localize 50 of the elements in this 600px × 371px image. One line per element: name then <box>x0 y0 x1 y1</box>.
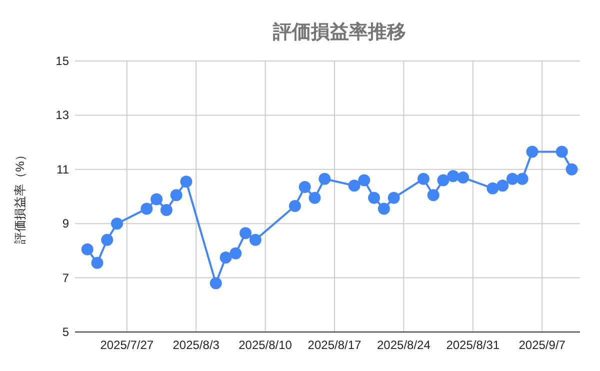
point <box>318 172 331 185</box>
point <box>91 256 104 269</box>
x-tick-label: 2025/7/27 <box>100 338 154 352</box>
point <box>249 234 262 246</box>
point <box>457 172 470 184</box>
y-axis-title: 評価損益率（%） <box>13 149 27 244</box>
point <box>486 182 499 194</box>
point <box>348 180 360 192</box>
point <box>378 202 390 215</box>
x-tick-label: 2025/8/3 <box>172 338 220 352</box>
point <box>516 172 528 185</box>
y-tick-label: 13 <box>56 108 70 122</box>
point <box>526 146 538 158</box>
point <box>288 200 301 212</box>
point <box>566 163 578 176</box>
x-tick-label: 2025/8/17 <box>308 338 362 352</box>
point <box>160 204 172 216</box>
point <box>111 218 124 230</box>
point <box>358 174 370 186</box>
point <box>150 193 163 206</box>
point <box>308 192 321 204</box>
point <box>220 251 232 264</box>
y-tick-label: 7 <box>62 270 70 285</box>
point <box>388 192 400 204</box>
point <box>101 234 114 246</box>
point <box>180 176 192 188</box>
point <box>298 181 311 194</box>
point <box>170 189 182 202</box>
point <box>556 146 568 158</box>
x-tick-label: 2025/8/24 <box>377 338 431 352</box>
point <box>496 180 509 192</box>
y-tick-label: 5 <box>62 325 70 339</box>
point <box>240 227 252 240</box>
chart-title: 評価損益率推移 <box>272 21 406 43</box>
x-tick-label: 2025/9/7 <box>518 338 566 352</box>
y-tick-label: 9 <box>62 216 70 231</box>
point <box>506 172 518 185</box>
point <box>140 202 153 215</box>
point <box>368 192 380 204</box>
y-tick-label: 15 <box>56 54 70 68</box>
x-tick-label: 2025/8/10 <box>238 338 292 352</box>
y-tick-label: 11 <box>56 162 70 176</box>
point <box>417 172 430 185</box>
point <box>427 189 440 202</box>
point <box>81 243 94 256</box>
point <box>230 247 242 260</box>
point <box>447 170 460 182</box>
point <box>210 277 222 290</box>
x-tick-label: 2025/8/31 <box>446 338 500 352</box>
point <box>437 174 450 186</box>
